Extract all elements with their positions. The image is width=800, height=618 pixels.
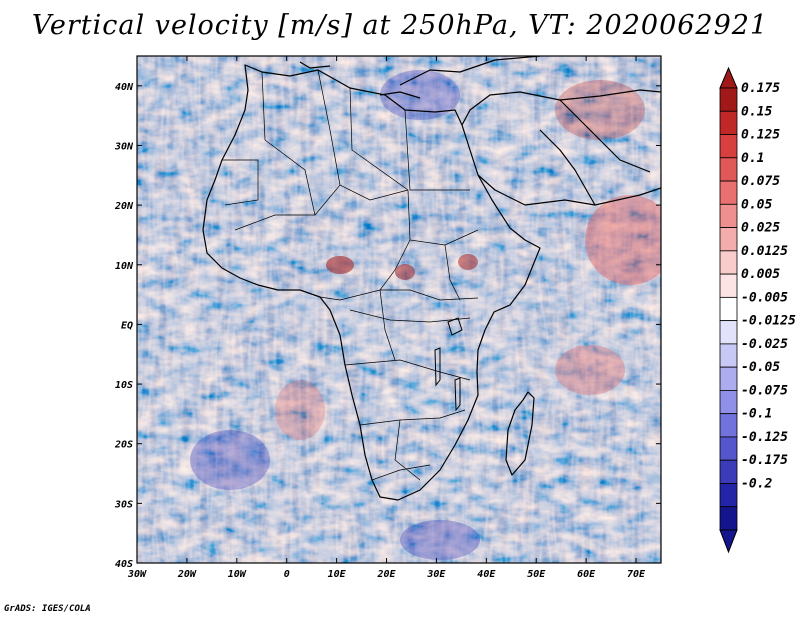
colorbar-arrow-top [719,66,738,89]
lakes [434,317,463,412]
colorbar-label: -0.2 [741,476,772,491]
x-tick-label: 70E [627,569,646,580]
y-tick-label: 10S [115,380,133,391]
x-axis: 30W 20W 10W 0 10E 20E 30E 40E 50E 60E 70E [127,56,646,580]
colorbar-label: -0.0125 [741,314,796,329]
colorbar-swatch [719,227,738,252]
x-tick-label: 50E [527,569,546,580]
colorbar-swatch [719,390,738,415]
colorbar-label: -0.075 [741,383,788,398]
y-tick-label: 30N [114,141,134,152]
colorbar-label: 0.0125 [741,244,788,259]
colorbar-label: 0.125 [741,128,780,143]
colorbar-swatch [719,296,738,322]
x-tick-label: 20W [177,569,197,580]
colorbar-swatch [719,180,738,205]
y-tick-label: EQ [121,320,133,331]
colorbar-label: 0.1 [741,151,764,166]
colorbar-swatch [719,413,738,438]
y-tick-label: 40N [115,82,134,93]
colorbar-label: 0.005 [741,267,780,282]
x-tick-label: 0 [284,569,290,580]
country-borders [222,69,479,481]
colorbar-swatch [719,250,738,275]
colorbar-label: -0.1 [741,407,772,422]
colorbar-swatch [719,483,738,508]
colorbar-label: -0.005 [741,290,788,305]
colorbar: 0.175 0.15 0.125 0.1 0.075 0.05 0.025 0.0125 0.0… [719,66,796,554]
x-tick-label: 60E [577,569,596,580]
colorbar-label: -0.05 [741,360,780,375]
colorbar-swatch [719,366,738,391]
x-tick-label: 30E [426,569,446,580]
colorbar-label: 0.075 [741,174,780,189]
colorbar-label: -0.175 [741,453,788,468]
y-axis: 40N 30N 20N 10N EQ 10S 20S 30S 40S [114,82,661,570]
colorbar-swatch [719,506,738,531]
grads-credit: GrADS: IGES/COLA [4,604,91,614]
x-tick-label: 10E [328,569,347,580]
colorbar-label: -0.025 [741,337,788,352]
colorbar-swatch [719,110,738,135]
colorbar-swatch [719,343,738,368]
colorbar-swatch [719,459,738,484]
y-tick-label: 30S [114,499,133,510]
colorbar-swatch [719,134,738,159]
chart-title: Vertical velocity [m/s] at 250hPa, VT: 2… [31,10,769,41]
y-tick-label: 20S [114,440,133,451]
x-tick-label: 10W [228,569,247,580]
plot-frame [136,55,662,564]
colorbar-swatch [719,436,738,461]
y-tick-label: 10N [115,261,134,272]
colorbar-label: 0.05 [741,197,772,212]
colorbar-swatch [719,273,738,298]
x-tick-label: 30W [127,569,147,580]
x-tick-label: 40E [477,569,496,580]
colorbar-swatch [719,87,738,112]
colorbar-swatch [719,157,738,182]
y-tick-label: 20N [114,201,134,212]
colorbar-label: 0.025 [741,221,780,236]
colorbar-label: 0.175 [741,81,780,96]
colorbar-swatch [719,203,738,228]
colorbar-swatch [719,320,738,345]
colorbar-label: 0.15 [741,104,772,119]
x-tick-label: 20E [376,569,396,580]
velocity-field [137,56,661,563]
colorbar-label: -0.125 [741,430,788,445]
coastlines [202,56,661,501]
colorbar-arrow-bottom [719,529,738,554]
y-tick-label: 40S [115,559,133,570]
